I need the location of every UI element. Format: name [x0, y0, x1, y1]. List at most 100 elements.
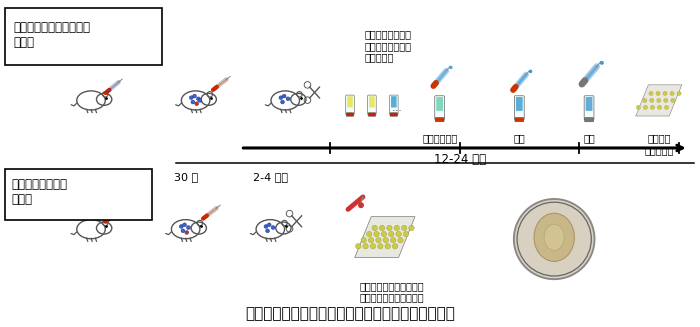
FancyBboxPatch shape — [586, 97, 592, 111]
FancyBboxPatch shape — [435, 118, 444, 122]
Circle shape — [636, 105, 641, 110]
Circle shape — [671, 98, 675, 102]
Circle shape — [656, 91, 660, 95]
Text: 蛍光色素を用いた
改良法: 蛍光色素を用いた 改良法 — [11, 178, 67, 206]
Circle shape — [383, 237, 389, 243]
Circle shape — [392, 244, 398, 249]
Text: 切り出した皮膚組
織から有機溶媒で
色素を抽出: 切り出した皮膚組 織から有機溶媒で 色素を抽出 — [365, 29, 412, 62]
Circle shape — [197, 97, 200, 101]
Circle shape — [377, 244, 383, 249]
Circle shape — [358, 202, 364, 208]
FancyBboxPatch shape — [368, 95, 376, 115]
Text: 抽出液の
吸光度測定: 抽出液の 吸光度測定 — [644, 133, 673, 155]
Circle shape — [677, 91, 681, 95]
Circle shape — [266, 229, 270, 233]
Circle shape — [281, 100, 284, 104]
FancyBboxPatch shape — [6, 169, 152, 220]
Circle shape — [376, 237, 382, 243]
Circle shape — [267, 223, 271, 227]
Circle shape — [372, 225, 377, 231]
Circle shape — [185, 231, 189, 234]
FancyBboxPatch shape — [584, 96, 594, 120]
Circle shape — [282, 94, 286, 98]
Circle shape — [394, 225, 400, 231]
Ellipse shape — [544, 224, 564, 250]
Circle shape — [382, 231, 386, 237]
Circle shape — [271, 226, 275, 230]
Circle shape — [386, 225, 392, 231]
Circle shape — [657, 98, 661, 102]
Circle shape — [643, 98, 647, 102]
Circle shape — [264, 225, 268, 228]
Circle shape — [193, 94, 197, 98]
Circle shape — [374, 231, 379, 237]
Circle shape — [403, 231, 409, 237]
Text: 中和: 中和 — [514, 133, 525, 143]
Circle shape — [356, 244, 361, 249]
Circle shape — [391, 237, 396, 243]
Circle shape — [449, 66, 453, 69]
Circle shape — [363, 244, 368, 249]
Text: 図２　血管透過性亢進の測定法（従来法との比較）: 図２ 血管透過性亢進の測定法（従来法との比較） — [245, 306, 455, 321]
FancyBboxPatch shape — [368, 113, 376, 116]
FancyBboxPatch shape — [516, 97, 523, 111]
FancyBboxPatch shape — [435, 96, 444, 120]
Polygon shape — [636, 85, 682, 116]
Circle shape — [663, 91, 667, 95]
Circle shape — [650, 105, 655, 110]
Text: 切り出した皮膚組織をプ
レート内で直接蛍光測定: 切り出した皮膚組織をプ レート内で直接蛍光測定 — [360, 281, 425, 302]
Circle shape — [368, 237, 374, 243]
Circle shape — [367, 231, 372, 237]
Circle shape — [643, 105, 648, 110]
Circle shape — [649, 91, 653, 95]
Circle shape — [189, 96, 193, 100]
Circle shape — [389, 231, 394, 237]
Text: 2-4 時間: 2-4 時間 — [253, 172, 288, 182]
Text: 30 分: 30 分 — [174, 172, 197, 182]
Circle shape — [181, 229, 185, 233]
FancyBboxPatch shape — [347, 96, 353, 108]
Ellipse shape — [534, 213, 575, 261]
Circle shape — [600, 61, 604, 65]
Text: 12-24 時間: 12-24 時間 — [433, 153, 486, 166]
Circle shape — [396, 231, 401, 237]
Circle shape — [528, 70, 532, 73]
FancyBboxPatch shape — [515, 118, 524, 122]
Circle shape — [361, 237, 367, 243]
Polygon shape — [355, 217, 415, 258]
Circle shape — [401, 225, 407, 231]
Circle shape — [385, 244, 391, 249]
Circle shape — [650, 98, 654, 102]
Text: ...: ... — [391, 103, 402, 113]
Circle shape — [186, 226, 190, 230]
FancyBboxPatch shape — [584, 118, 594, 122]
FancyBboxPatch shape — [436, 97, 443, 111]
Circle shape — [191, 100, 195, 104]
Text: ダイレクトブルーによる
定量法: ダイレクトブルーによる 定量法 — [13, 21, 90, 49]
Circle shape — [279, 96, 283, 100]
Circle shape — [286, 97, 290, 101]
Circle shape — [198, 98, 202, 102]
Circle shape — [179, 225, 183, 228]
Circle shape — [664, 98, 668, 102]
Circle shape — [514, 199, 594, 279]
FancyBboxPatch shape — [346, 113, 354, 116]
Circle shape — [657, 105, 662, 110]
FancyBboxPatch shape — [390, 113, 398, 116]
Circle shape — [664, 105, 668, 110]
Circle shape — [195, 102, 199, 106]
Text: アルカリ処理: アルカリ処理 — [422, 133, 457, 143]
Circle shape — [409, 225, 414, 231]
FancyBboxPatch shape — [391, 96, 397, 108]
Circle shape — [370, 244, 376, 249]
Text: 濾過: 濾過 — [583, 133, 595, 143]
Circle shape — [379, 225, 385, 231]
Circle shape — [183, 223, 186, 227]
FancyBboxPatch shape — [369, 96, 375, 108]
FancyBboxPatch shape — [389, 95, 398, 115]
FancyBboxPatch shape — [514, 96, 524, 120]
FancyBboxPatch shape — [6, 8, 162, 65]
Circle shape — [398, 237, 403, 243]
Circle shape — [670, 91, 674, 95]
FancyBboxPatch shape — [346, 95, 354, 115]
